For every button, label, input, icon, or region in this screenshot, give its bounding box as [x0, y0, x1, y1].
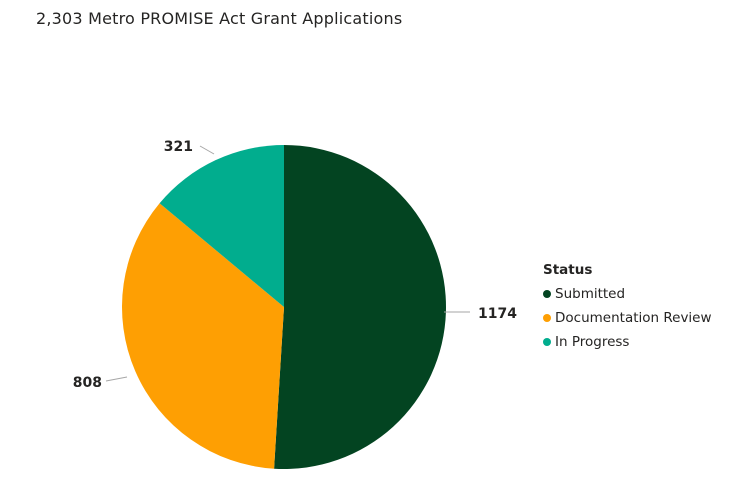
- leader-line-documentation-review: [105, 376, 128, 382]
- legend: Status Submitted Documentation Review In…: [543, 262, 712, 354]
- legend-item-documentation-review[interactable]: Documentation Review: [543, 306, 712, 330]
- chart-title: 2,303 Metro PROMISE Act Grant Applicatio…: [36, 9, 403, 28]
- pie-slice-documentation-review[interactable]: [122, 203, 285, 469]
- data-label-documentation-review: 808: [73, 375, 102, 391]
- pie-slice-in-progress[interactable]: [159, 145, 284, 307]
- legend-item-submitted[interactable]: Submitted: [543, 282, 712, 306]
- leader-line-in-progress: [199, 145, 215, 155]
- legend-marker-documentation-review: [543, 314, 551, 322]
- legend-marker-submitted: [543, 290, 551, 298]
- legend-title: Status: [543, 262, 593, 278]
- legend-label-submitted: Submitted: [555, 286, 626, 302]
- legend-label-in-progress: In Progress: [555, 334, 630, 350]
- data-label-submitted: 1174: [478, 306, 517, 322]
- legend-item-in-progress[interactable]: In Progress: [543, 330, 712, 354]
- pie-slice-submitted[interactable]: [274, 145, 446, 469]
- data-label-in-progress: 321: [164, 139, 193, 155]
- legend-label-documentation-review: Documentation Review: [555, 310, 712, 326]
- legend-marker-in-progress: [543, 338, 551, 346]
